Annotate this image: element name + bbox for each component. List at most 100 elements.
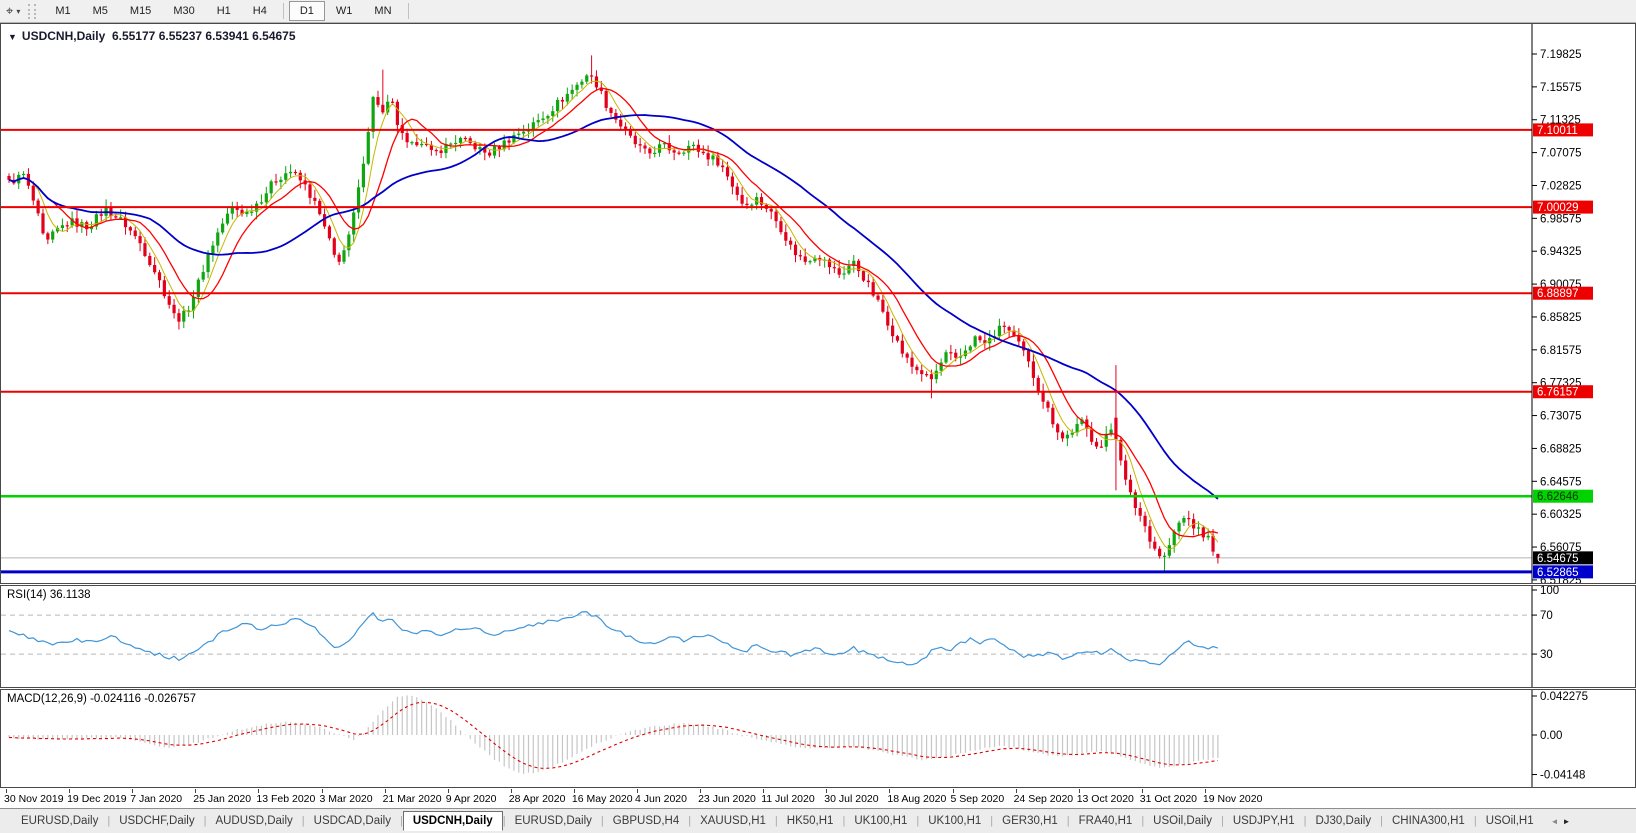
timeframe-button-h4[interactable]: H4 (252, 5, 267, 17)
price-level-badge (1533, 200, 1593, 214)
timeframe-button-h1[interactable]: H1 (216, 5, 231, 17)
date-label: 19 Nov 2020 (1202, 793, 1263, 805)
tab-separator: | (1141, 815, 1145, 827)
tab-scroll-left-icon[interactable]: ◄ (1550, 816, 1563, 826)
tab-china300-h1[interactable]: CHINA300,H1 (1391, 815, 1465, 827)
tab-separator: | (916, 815, 920, 827)
date-tick (132, 789, 134, 793)
price-axis-label: 6.98575 (1540, 213, 1582, 225)
tab-scroll-right-icon[interactable]: ► (1562, 816, 1575, 826)
macd-axis-label: 0.00 (1540, 730, 1562, 742)
date-tick (1204, 789, 1206, 793)
rsi-axis-label: 70 (1540, 610, 1553, 622)
tab-separator: | (688, 815, 692, 827)
tab-audusd-daily[interactable]: AUDUSD,Daily (215, 815, 293, 827)
tab-ger30-h1[interactable]: GER30,H1 (1002, 815, 1058, 827)
tab-gbpusd-h4[interactable]: GBPUSD,H4 (612, 815, 680, 827)
main-price-chart-panel[interactable]: 7.19825 7.15575 7.11325 7.07075 7.02825 6.985… (0, 23, 1636, 584)
tab-usdcad-daily[interactable]: USDCAD,Daily (313, 815, 391, 827)
date-label: 7 Jan 2020 (130, 793, 183, 805)
price-level-badge (1533, 123, 1593, 137)
rsi-indicator-panel[interactable]: 100 70 30 (0, 585, 1636, 688)
date-tick (889, 789, 891, 793)
timeframe-toolbar: ⌖ ▾ M1 M5 M15 M30 H1 H4 D1 W1 MN (0, 0, 1636, 23)
date-label: 18 Aug 2020 (887, 793, 947, 805)
date-label: 11 Jul 2020 (761, 793, 815, 805)
tab-eurusd-daily[interactable]: EURUSD,Daily (514, 815, 592, 827)
rsi-axis-label: 30 (1540, 649, 1553, 661)
date-label: 21 Mar 2020 (382, 793, 442, 805)
price-level-badge-value: 6.62646 (1537, 491, 1579, 503)
ohlc-high: 6.55237 (158, 29, 203, 43)
timeframe-button-m15[interactable]: M15 (129, 5, 152, 17)
ohlc-close: 6.54675 (252, 29, 296, 43)
price-axis-label: 6.81575 (1540, 345, 1582, 357)
date-tick (510, 789, 512, 793)
collapse-icon[interactable]: ▼ (8, 32, 17, 42)
tab-usdcnh-daily[interactable]: USDCNH,Daily (402, 811, 503, 831)
tab-strip: EURUSD,Daily | USDCHF,Daily | AUDUSD,Daily | U… (12, 811, 1543, 831)
price-axis-label: 6.51825 (1540, 575, 1582, 583)
timeframe-button-m1[interactable]: M1 (55, 5, 71, 17)
date-label: 24 Sep 2020 (1013, 793, 1074, 805)
tab-xauusd-h1[interactable]: XAUUSD,H1 (700, 815, 766, 827)
tab-usdjpy-h1[interactable]: USDJPY,H1 (1232, 815, 1295, 827)
date-label: 30 Nov 2019 (4, 793, 64, 805)
date-tick (573, 789, 575, 793)
tab-usdchf-daily[interactable]: USDCHF,Daily (119, 815, 195, 827)
timeframe-button-mn[interactable]: MN (374, 5, 392, 17)
price-axis-label: 6.60325 (1540, 509, 1582, 521)
ohlc-open: 6.55177 (111, 29, 156, 43)
macd-indicator-panel[interactable]: 0.042275 0.00 -0.04148 (0, 689, 1636, 788)
date-tick (69, 789, 71, 793)
date-label: 16 May 2020 (571, 793, 633, 805)
price-level-badge (1533, 489, 1593, 503)
price-level-badge (1533, 551, 1593, 565)
date-tick (384, 789, 386, 793)
timeframe-button-m30[interactable]: M30 (173, 5, 195, 17)
price-axis-label: 6.85825 (1540, 312, 1582, 324)
price-level-badge-value: 6.76157 (1537, 387, 1579, 399)
price-axis-label: 7.07075 (1540, 148, 1582, 160)
tab-fra40-h1[interactable]: FRA40,H1 (1078, 815, 1133, 827)
price-level-badge (1533, 286, 1593, 300)
date-tick (637, 789, 638, 793)
tab-eurusd-daily[interactable]: EURUSD,Daily (21, 815, 99, 827)
date-label: 4 Jun 2020 (635, 793, 687, 805)
tab-dj30-daily[interactable]: DJ30,Daily (1315, 815, 1372, 827)
date-label: 31 Oct 2020 (1139, 793, 1198, 805)
rsi-chart-canvas[interactable]: 100 70 30 (1, 586, 1635, 687)
date-axis[interactable]: 30 Nov 2019 19 Dec 2019 7 Jan 2020 25 Jan 2… (0, 789, 1636, 808)
price-axis-label: 7.15575 (1540, 82, 1582, 94)
chevron-down-icon[interactable]: ▾ (16, 6, 21, 16)
tab-uk100-h1[interactable]: UK100,H1 (854, 815, 908, 827)
toolbar-drag-handle[interactable] (28, 3, 37, 19)
rsi-indicator-label: RSI(14) 36.1138 (7, 589, 91, 601)
tab-usoil-daily[interactable]: USOil,Daily (1153, 815, 1212, 827)
date-tick (952, 789, 954, 793)
toolbar-separator (282, 3, 284, 19)
tab-hk50-h1[interactable]: HK50,H1 (786, 815, 834, 827)
price-level-badge-value: 7.10011 (1537, 125, 1578, 137)
price-level-badge (1533, 385, 1593, 399)
date-label: 13 Oct 2020 (1076, 793, 1134, 805)
macd-chart-canvas[interactable]: 0.042275 0.00 -0.04148 (1, 690, 1635, 787)
chart-symbol-timeframe: USDCNH,Daily (21, 29, 106, 43)
date-tick (700, 789, 702, 793)
toolbar-separator (407, 3, 409, 19)
timeframe-button-m5[interactable]: M5 (92, 5, 108, 17)
main-chart-canvas[interactable]: 7.198257.155757.113257.070757.028256.985… (1, 24, 1635, 583)
date-tick (1015, 789, 1017, 793)
chart-title: ▼ USDCNH,Daily 6.55177 6.55237 6.53941 6.… (8, 29, 296, 43)
rsi-line (8, 611, 1219, 666)
price-level-badge-value: 7.00029 (1537, 202, 1579, 214)
tab-uk100-h1[interactable]: UK100,H1 (928, 815, 982, 827)
crosshair-tool-icon[interactable]: ⌖ (6, 3, 14, 18)
tab-usoil-h1[interactable]: USOil,H1 (1485, 815, 1534, 827)
timeframe-button-w1[interactable]: W1 (335, 5, 353, 17)
date-label: 28 Apr 2020 (508, 793, 566, 805)
price-axis-label: 6.73075 (1540, 411, 1582, 423)
timeframe-button-d1[interactable]: D1 (288, 1, 325, 21)
price-level-badge-value: 6.52865 (1537, 567, 1579, 579)
